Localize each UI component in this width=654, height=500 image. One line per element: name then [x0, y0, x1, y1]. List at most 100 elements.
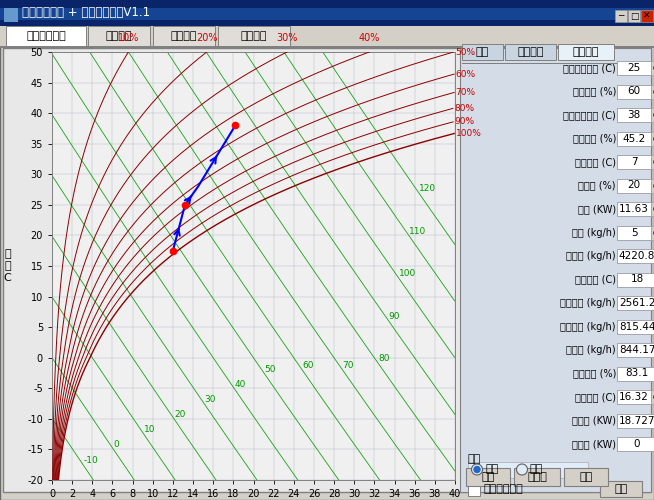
Circle shape [474, 466, 480, 472]
Bar [651, 178, 654, 192]
Text: 一次回风 (kg/h): 一次回风 (kg/h) [560, 298, 616, 308]
Text: 120: 120 [419, 184, 436, 194]
Bar [651, 390, 654, 404]
Text: ▲: ▲ [653, 87, 654, 92]
Text: 45.2: 45.2 [623, 134, 645, 143]
Bar [617, 226, 651, 239]
Bar [617, 414, 654, 428]
Text: 二次回风 (kg/h): 二次回风 (kg/h) [560, 322, 616, 332]
Text: ▼: ▼ [653, 162, 654, 168]
Text: 110: 110 [409, 227, 426, 236]
Text: ▲: ▲ [653, 110, 654, 116]
Text: 0: 0 [634, 439, 640, 449]
Text: 5: 5 [630, 228, 637, 237]
Text: ▼: ▼ [653, 186, 654, 191]
Text: 送风湿度 (%): 送风湿度 (%) [573, 368, 616, 378]
Bar [0, 26, 654, 46]
Bar [651, 132, 654, 145]
Text: 余热 (KW): 余热 (KW) [578, 204, 616, 214]
Circle shape [517, 464, 528, 475]
Bar [3, 48, 651, 492]
Bar [617, 61, 651, 75]
Bar [0, 8, 654, 20]
Text: 湿空气焓湿图 + 管路阻力计算V1.1: 湿空气焓湿图 + 管路阻力计算V1.1 [22, 6, 150, 20]
Y-axis label: 温
度
C: 温 度 C [4, 250, 12, 282]
Text: ▼: ▼ [653, 92, 654, 97]
Text: 2561.2: 2561.2 [619, 298, 654, 308]
Text: 送风温度 (C): 送风温度 (C) [575, 274, 616, 284]
Bar [153, 26, 215, 46]
Text: 30: 30 [204, 395, 216, 404]
Text: 最大温差送风: 最大温差送风 [483, 484, 523, 494]
Bar [617, 437, 654, 451]
Text: 40: 40 [234, 380, 246, 389]
Text: 100: 100 [398, 269, 416, 278]
Text: ▲: ▲ [653, 392, 654, 398]
Text: 余湿 (kg/h): 余湿 (kg/h) [572, 228, 616, 237]
Bar [0, 46, 654, 48]
Text: 11.63: 11.63 [619, 204, 649, 214]
Bar [617, 249, 654, 263]
Text: 20%: 20% [196, 33, 218, 43]
Bar [88, 26, 150, 46]
Text: ▲: ▲ [653, 134, 654, 139]
Text: 0: 0 [113, 440, 119, 449]
Text: □: □ [630, 12, 638, 20]
Text: 100%: 100% [456, 129, 481, 138]
Text: ▼: ▼ [653, 398, 654, 402]
Bar [617, 202, 651, 216]
Text: 10: 10 [144, 425, 155, 434]
Text: 使用说明: 使用说明 [241, 31, 267, 41]
Text: 80: 80 [378, 354, 390, 363]
Text: ▼: ▼ [653, 233, 654, 238]
Text: 机器露点 (C): 机器露点 (C) [575, 392, 616, 402]
Text: 50: 50 [264, 364, 276, 374]
Bar [468, 484, 480, 496]
Text: 60: 60 [302, 361, 313, 370]
Text: 80%: 80% [455, 104, 475, 113]
Text: ─: ─ [618, 12, 624, 20]
Bar [651, 202, 654, 216]
Bar [6, 26, 86, 46]
Bar [564, 468, 608, 486]
Text: 60: 60 [627, 86, 640, 97]
Text: 其他软件: 其他软件 [171, 31, 198, 41]
Bar [558, 44, 614, 60]
Text: ✕: ✕ [644, 12, 651, 20]
Bar [617, 108, 651, 122]
Bar [4, 8, 18, 22]
Bar [460, 48, 651, 492]
Bar [617, 132, 651, 145]
Bar [617, 178, 651, 192]
Bar [617, 84, 651, 98]
Text: 70: 70 [343, 361, 354, 370]
Bar [505, 44, 556, 60]
Bar [615, 10, 627, 22]
Bar [617, 155, 651, 169]
Text: 基本: 基本 [476, 47, 489, 57]
Text: ▲: ▲ [653, 204, 654, 210]
Text: 连线: 连线 [614, 484, 628, 494]
Text: 湿空气焓湿图: 湿空气焓湿图 [26, 31, 66, 41]
Text: ▼: ▼ [653, 68, 654, 73]
Text: 10%: 10% [118, 33, 139, 43]
Bar [617, 320, 654, 334]
Bar [651, 226, 654, 239]
Text: ▲: ▲ [653, 64, 654, 68]
Bar [651, 84, 654, 98]
Bar [641, 10, 653, 22]
Text: 30%: 30% [276, 33, 298, 43]
Bar [628, 10, 640, 22]
Text: 40%: 40% [358, 33, 380, 43]
Bar [218, 26, 290, 46]
Bar [468, 462, 588, 477]
Bar [651, 108, 654, 122]
Text: 4220.8: 4220.8 [619, 251, 654, 261]
Text: 重画: 重画 [481, 472, 494, 482]
Text: 一次回风: 一次回风 [517, 47, 543, 57]
Text: 38: 38 [627, 110, 641, 120]
Text: 室外干球温度 (C): 室外干球温度 (C) [563, 110, 616, 120]
Text: 90: 90 [388, 312, 400, 320]
Bar [462, 63, 648, 64]
Bar [617, 390, 651, 404]
